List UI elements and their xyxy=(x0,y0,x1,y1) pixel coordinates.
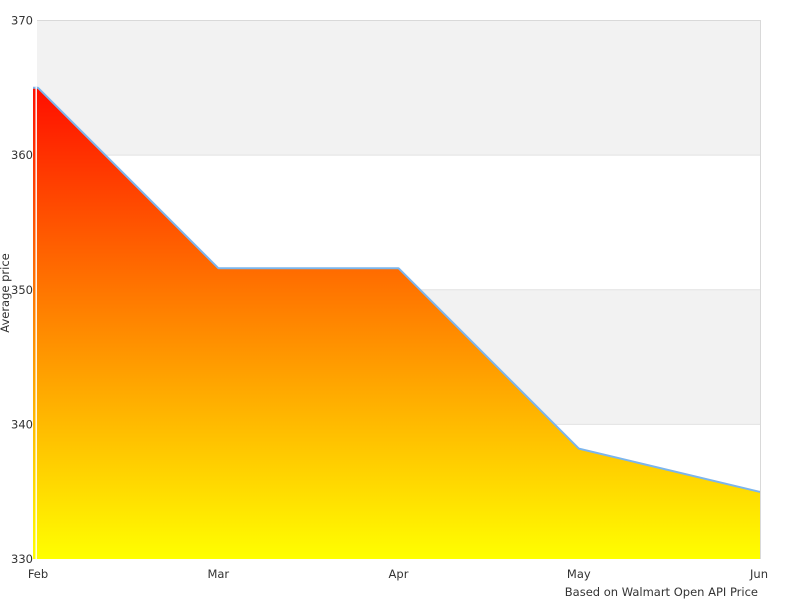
y-tick-label: 340 xyxy=(11,417,33,431)
y-tick-label: 360 xyxy=(11,148,33,162)
y-axis-title: Average price xyxy=(0,253,12,333)
price-area-series xyxy=(33,86,761,560)
y-tick-label: 370 xyxy=(11,14,33,28)
plot-border xyxy=(37,20,761,559)
x-tick-label: Jun xyxy=(749,567,768,581)
plot-band xyxy=(37,20,761,156)
y-tick-label: 330 xyxy=(11,552,33,566)
x-tick-label: Mar xyxy=(207,567,229,581)
series-line xyxy=(33,86,761,493)
chart-caption: Based on Walmart Open API Price xyxy=(565,585,758,599)
x-tick-label: May xyxy=(567,567,591,581)
x-tick-label: Apr xyxy=(389,567,409,581)
x-tick-label: Feb xyxy=(28,567,48,581)
plot-border-line xyxy=(37,20,761,559)
y-axis-labels: 330 340 350 360 370 xyxy=(11,14,33,567)
x-axis-labels: Feb Mar Apr May Jun xyxy=(28,567,768,581)
area-fill xyxy=(33,87,761,560)
y-tick-label: 350 xyxy=(11,283,33,297)
